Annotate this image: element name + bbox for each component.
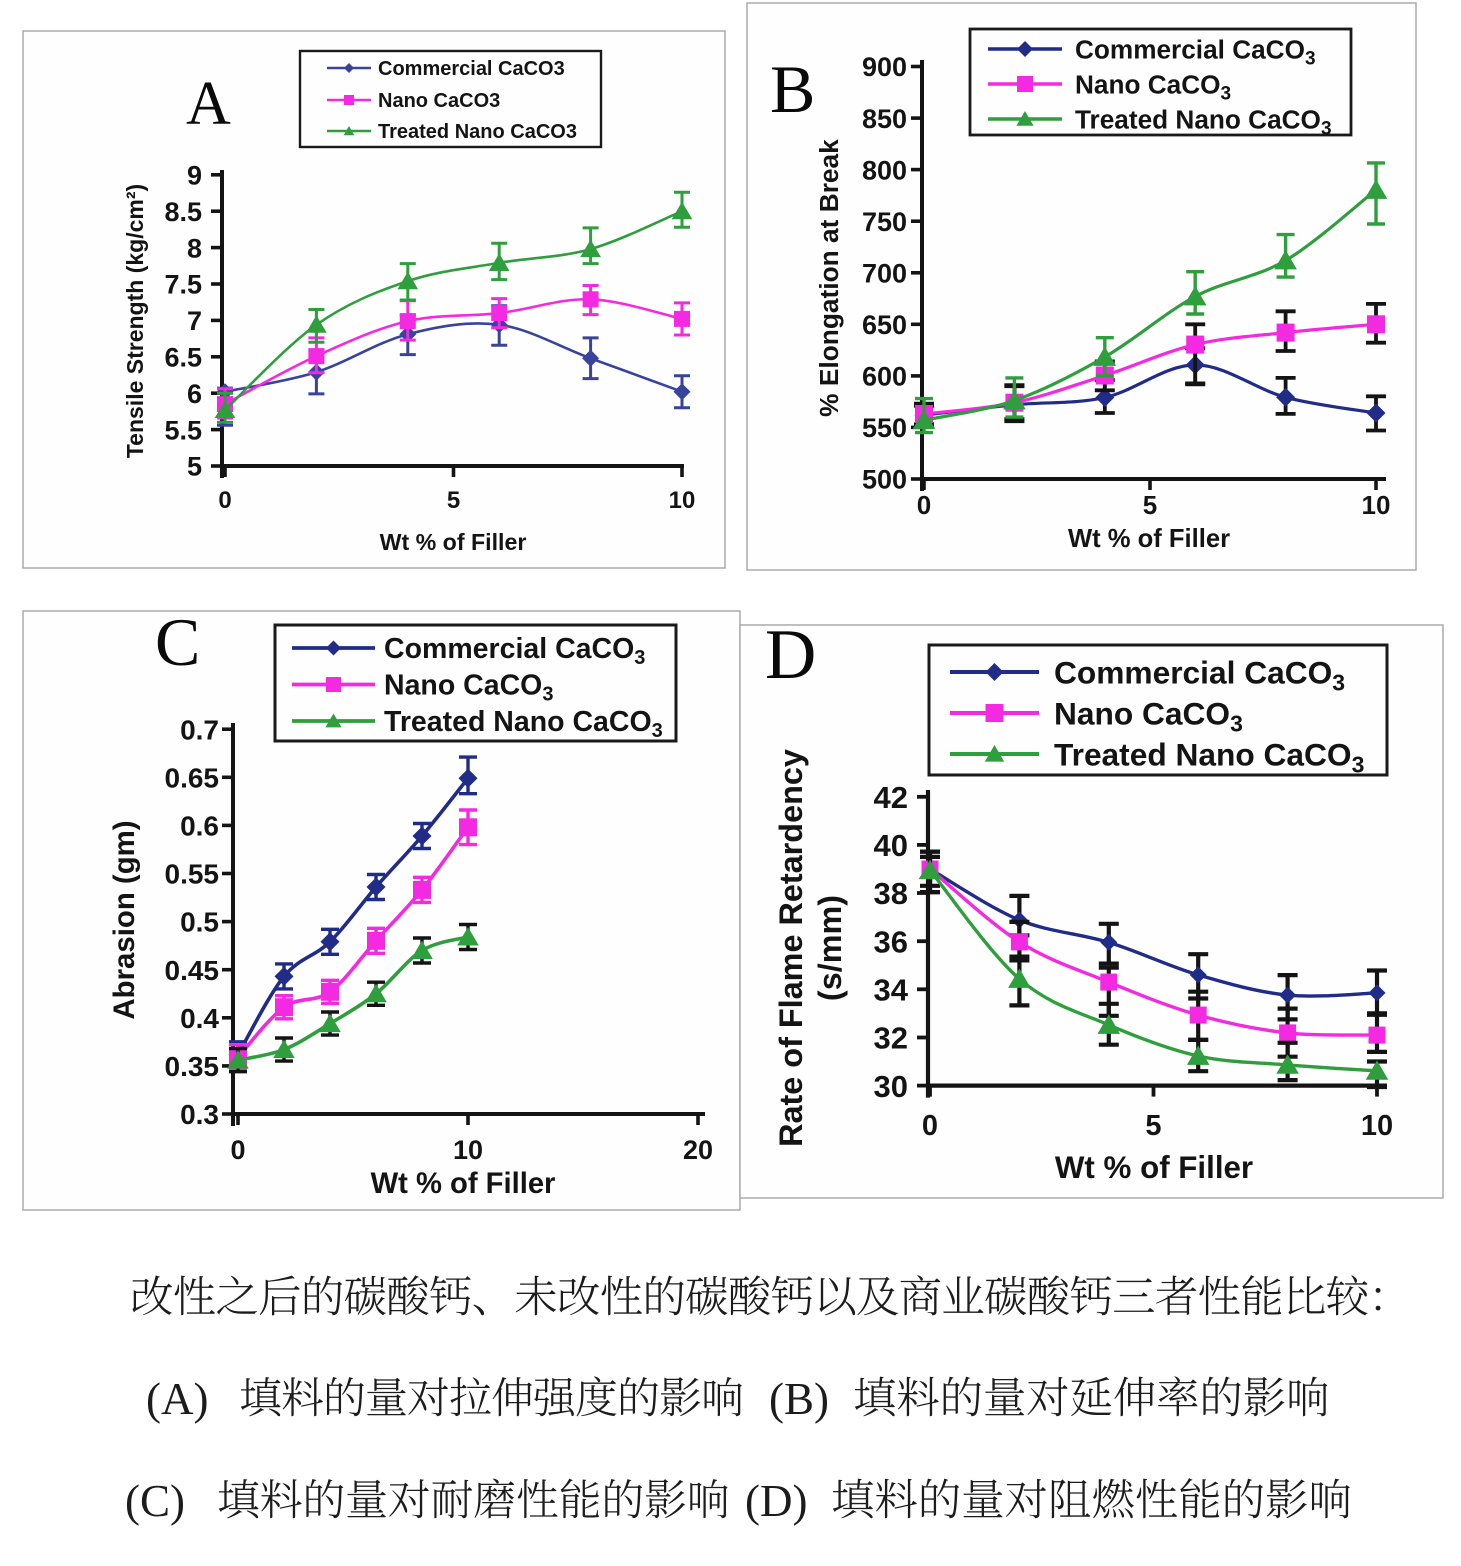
svg-text:6: 6 — [187, 379, 202, 409]
svg-text:0.7: 0.7 — [180, 714, 219, 745]
svg-text:Treated Nano CaCO3: Treated Nano CaCO3 — [1054, 736, 1364, 777]
svg-text:700: 700 — [862, 259, 907, 289]
svg-text:Nano CaCO3: Nano CaCO3 — [378, 90, 500, 112]
svg-text:0.5: 0.5 — [180, 907, 219, 938]
svg-text:0: 0 — [230, 1135, 245, 1165]
svg-text:Wt % of Filler: Wt % of Filler — [371, 1168, 556, 1200]
svg-text:8: 8 — [187, 233, 202, 263]
svg-text:9: 9 — [187, 161, 202, 191]
svg-text:A: A — [186, 70, 231, 138]
svg-text:(B): (B) — [769, 1374, 829, 1424]
svg-text:0: 0 — [218, 487, 231, 514]
svg-text:7.5: 7.5 — [164, 270, 202, 300]
svg-text:Nano CaCO3: Nano CaCO3 — [1054, 695, 1243, 736]
svg-text:Rate of Flame Retardency: Rate of Flame Retardency — [773, 749, 809, 1147]
svg-text:5: 5 — [447, 487, 460, 514]
svg-text:850: 850 — [862, 104, 907, 134]
svg-text:Commercial CaCO3: Commercial CaCO3 — [1075, 34, 1316, 69]
svg-text:20: 20 — [683, 1135, 713, 1165]
svg-text:0.65: 0.65 — [165, 762, 220, 793]
svg-text:6.5: 6.5 — [164, 343, 202, 373]
svg-text:7: 7 — [187, 306, 202, 336]
svg-text:Commercial CaCO3: Commercial CaCO3 — [1054, 654, 1345, 695]
svg-text:0.6: 0.6 — [180, 811, 219, 842]
svg-text:0: 0 — [917, 490, 931, 520]
svg-text:10: 10 — [453, 1135, 483, 1165]
svg-text:38: 38 — [874, 876, 908, 911]
svg-text:550: 550 — [862, 413, 907, 443]
svg-text:Commercial CaCO3: Commercial CaCO3 — [378, 58, 565, 80]
svg-text:0.3: 0.3 — [180, 1099, 219, 1130]
svg-text:Treated Nano CaCO3: Treated Nano CaCO3 — [1075, 104, 1332, 139]
svg-text:0: 0 — [922, 1110, 938, 1142]
svg-text:% Elongation at Break: % Elongation at Break — [814, 139, 844, 417]
svg-text:5: 5 — [187, 452, 202, 482]
svg-text:Abrasion (gm): Abrasion (gm) — [108, 820, 141, 1019]
svg-text:30: 30 — [874, 1069, 908, 1104]
svg-text:Wt % of Filler: Wt % of Filler — [1068, 525, 1230, 553]
svg-text:0.55: 0.55 — [165, 859, 220, 890]
svg-text:Commercial CaCO3: Commercial CaCO3 — [384, 633, 645, 669]
svg-text:42: 42 — [874, 780, 908, 815]
svg-text:Tensile Strength (kg/cm²): Tensile Strength (kg/cm²) — [122, 184, 148, 458]
svg-text:Nano CaCO3: Nano CaCO3 — [1075, 69, 1231, 104]
svg-text:(D): (D) — [745, 1476, 807, 1526]
svg-text:0.4: 0.4 — [180, 1003, 219, 1034]
svg-text:10: 10 — [1361, 1110, 1393, 1142]
svg-text:5: 5 — [1143, 490, 1157, 520]
svg-text:Wt % of Filler: Wt % of Filler — [380, 529, 527, 555]
svg-text:0.35: 0.35 — [165, 1051, 220, 1082]
svg-text:Wt % of Filler: Wt % of Filler — [1055, 1150, 1253, 1185]
svg-text:36: 36 — [874, 924, 908, 959]
svg-text:750: 750 — [862, 207, 907, 237]
svg-text:8.5: 8.5 — [164, 197, 202, 227]
svg-text:500: 500 — [862, 465, 907, 495]
svg-text:5: 5 — [1145, 1110, 1161, 1142]
svg-text:10: 10 — [669, 487, 696, 514]
svg-text:0.45: 0.45 — [165, 955, 220, 986]
svg-text:Treated Nano CaCO3: Treated Nano CaCO3 — [384, 706, 663, 742]
svg-text:(C): (C) — [125, 1476, 185, 1526]
svg-text:(s/mm): (s/mm) — [812, 895, 848, 1001]
svg-text:900: 900 — [862, 52, 907, 82]
svg-text:(A): (A) — [146, 1374, 208, 1424]
svg-text:Treated Nano CaCO3: Treated Nano CaCO3 — [378, 121, 577, 143]
svg-text:34: 34 — [874, 973, 909, 1008]
svg-text:650: 650 — [862, 310, 907, 340]
svg-text:D: D — [765, 616, 816, 694]
svg-text:C: C — [155, 604, 200, 680]
svg-text:5.5: 5.5 — [164, 415, 202, 445]
svg-text:800: 800 — [862, 155, 907, 185]
svg-text:B: B — [770, 51, 815, 127]
svg-text:600: 600 — [862, 362, 907, 392]
svg-text:32: 32 — [874, 1021, 908, 1056]
svg-text:Nano CaCO3: Nano CaCO3 — [384, 670, 553, 706]
svg-text:40: 40 — [874, 828, 908, 863]
svg-text:10: 10 — [1362, 490, 1391, 520]
